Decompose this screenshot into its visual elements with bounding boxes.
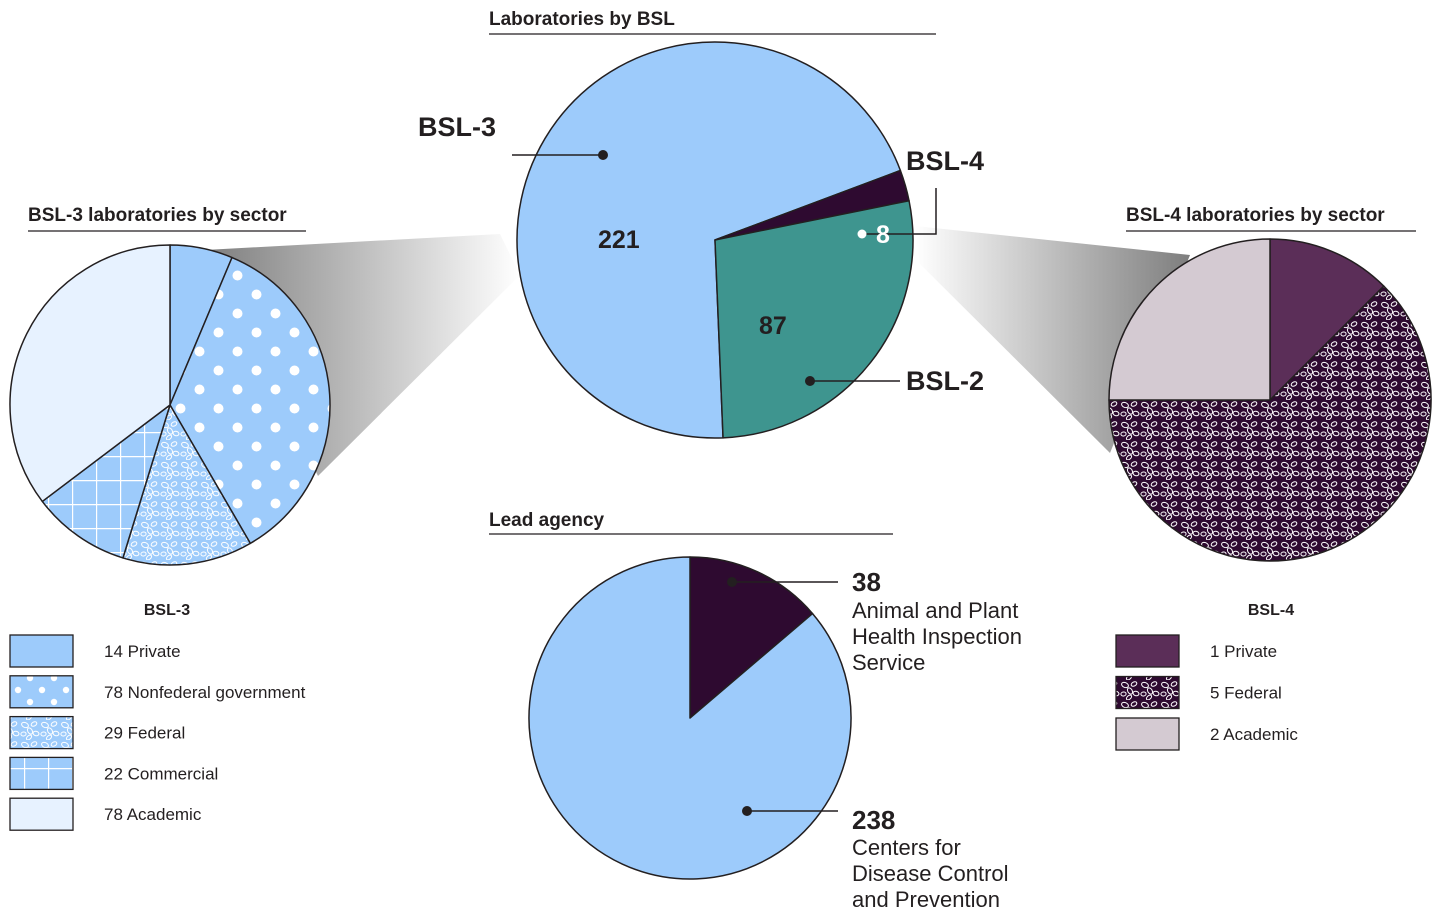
agency-cdc-value: 238 [852,805,895,835]
agency-aphis-name-line1: Animal and Plant [852,598,1018,623]
bsl3-slice-federal [122,404,252,566]
bsl4-slice-federal [1108,285,1432,562]
label-bsl4: BSL-4 [906,146,984,176]
bsl4-slice-private [1269,238,1385,401]
heading-agency: Lead agency [489,510,893,535]
main-pie-callouts: BSL-3 221 BSL-4 8 BSL-2 87 [418,112,984,396]
slice-bsl-3 [516,41,902,439]
bsl3-legend-item-swatch [9,756,74,791]
bsl3-legend-item-swatch [9,715,74,750]
agency-slice-aphis [689,556,814,719]
bsl4-legend-item-swatch [1115,717,1180,751]
label-bsl2: BSL-2 [906,366,984,396]
agency-aphis-name-line2: Health Inspection [852,624,1022,649]
bsl4-legend-item-swatch [1115,634,1180,668]
bsl4-pie-title: BSL-4 laboratories by sector [1126,205,1385,226]
agency-pie [528,556,852,880]
value-bsl3: 221 [598,226,640,254]
label-bsl3: BSL-3 [418,112,496,142]
bsl3-slice-nonfederal-government [169,256,331,545]
heading-bsl3-sector: BSL-3 laboratories by sector [28,205,306,232]
bsl3-legend-item-swatch [9,675,74,709]
bsl4-legend-title: BSL-4 [1248,602,1294,619]
bsl4-legend-item-swatch [1115,675,1180,710]
agency-cdc-name-line1: Centers for [852,835,961,860]
value-bsl2: 87 [759,312,787,340]
bsl3-legend-item-label: 14 Private [104,642,181,661]
heading-bsl: Laboratories by BSL [489,9,936,35]
agency-pie-title: Lead agency [489,510,605,531]
agency-callouts: 38 Animal and Plant Health Inspection Se… [727,567,1022,912]
bsl4-legend-item-label: 2 Academic [1210,725,1298,744]
bsl3-sector-pie [9,244,331,566]
agency-cdc-name-line3: and Prevention [852,887,1000,912]
bsl3-legend: BSL-3 14 Private 78 Nonfederal government… [9,602,306,831]
main-pie [516,41,914,439]
bsl4-legend: BSL-4 1 Private 5 Federal 2 Academic [1115,602,1298,751]
bsl3-legend-item-swatch [9,797,74,831]
bsl4-legend-item-label: 5 Federal [1210,684,1282,703]
bsl3-legend-item-swatch [9,634,74,668]
bsl3-legend-item-label: 29 Federal [104,724,185,743]
heading-bsl4-sector: BSL-4 laboratories by sector [1126,205,1416,232]
bsl4-sector-pie [1108,238,1432,562]
bsl3-pie-title: BSL-3 laboratories by sector [28,205,287,226]
bsl3-legend-item-label: 22 Commercial [104,764,218,783]
value-bsl4: 8 [876,221,890,249]
agency-aphis-value: 38 [852,567,881,597]
agency-aphis-name-line3: Service [852,650,925,675]
bsl3-legend-title: BSL-3 [144,602,190,619]
main-pie-title: Laboratories by BSL [489,9,675,30]
bsl4-legend-item-label: 1 Private [1210,642,1277,661]
bsl4-slice-academic [1108,238,1271,401]
agency-cdc-name-line2: Disease Control [852,861,1009,886]
bsl3-slice-commercial [41,404,171,559]
agency-slice-cdc [528,556,852,880]
bsl3-legend-item-label: 78 Nonfederal government [104,683,306,702]
bsl3-slice-academic [9,244,171,503]
bsl3-legend-item-label: 78 Academic [104,805,202,824]
slice-bsl-2 [714,199,914,439]
